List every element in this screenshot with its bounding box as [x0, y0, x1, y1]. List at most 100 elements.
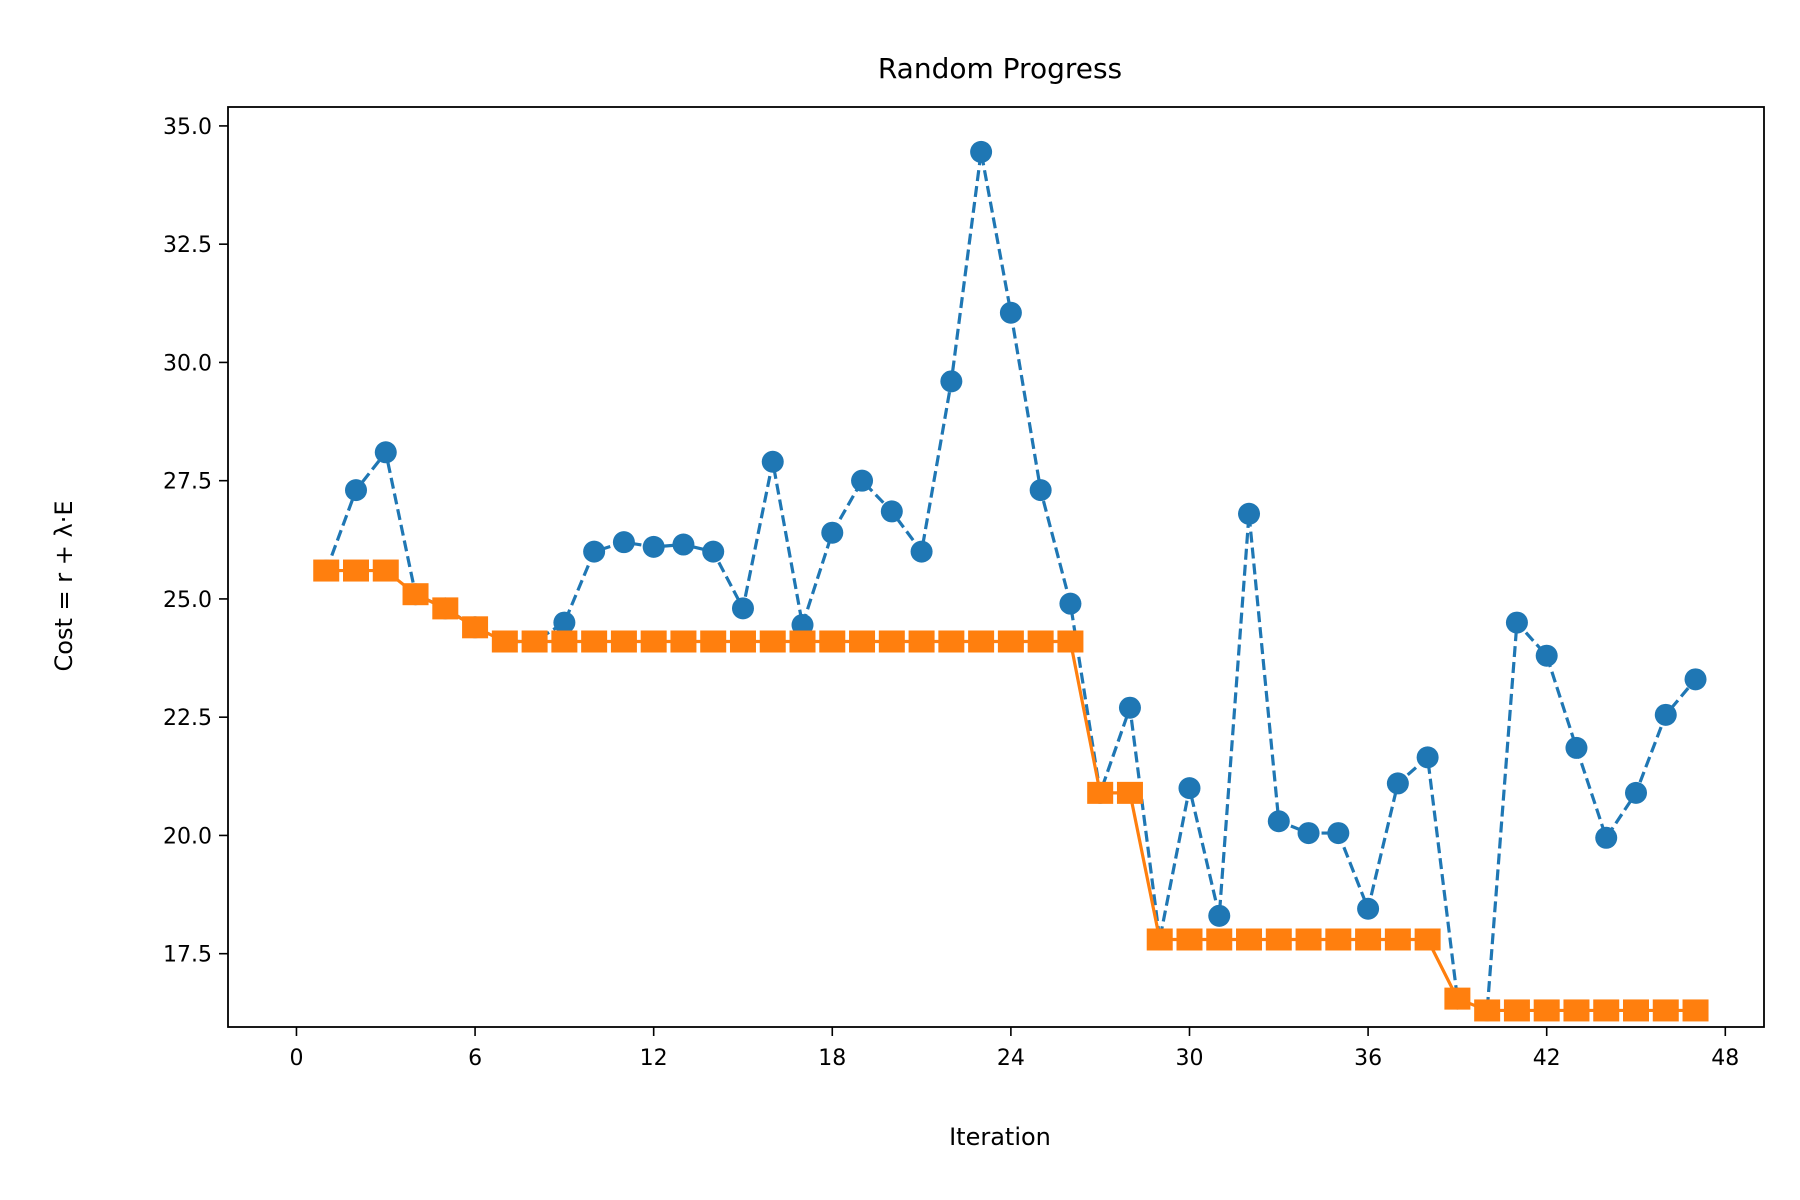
data-point — [581, 630, 608, 653]
data-point — [700, 630, 727, 653]
x-axis: 0 6 12 18 24 30 36 42 48 — [289, 1027, 1739, 1071]
data-point — [908, 630, 935, 653]
data-point — [612, 531, 635, 554]
x-tick-label: 6 — [468, 1046, 482, 1071]
data-point — [940, 370, 963, 393]
data-point — [462, 616, 489, 639]
data-point — [759, 630, 786, 653]
data-point — [1682, 999, 1709, 1022]
plot-area — [313, 140, 1709, 1022]
data-point — [1355, 928, 1382, 951]
data-point — [491, 630, 518, 653]
data-point — [345, 479, 367, 502]
data-point — [313, 559, 340, 582]
data-point — [343, 559, 369, 582]
data-point — [1059, 592, 1082, 615]
data-point — [374, 441, 397, 464]
data-point — [1384, 928, 1411, 951]
data-point — [1357, 897, 1380, 920]
y-tick-label: 25.0 — [163, 588, 212, 613]
data-point — [1565, 736, 1588, 759]
y-tick-label: 22.5 — [163, 706, 212, 731]
data-point — [997, 630, 1024, 653]
y-tick-label: 17.5 — [163, 943, 212, 968]
data-point — [819, 630, 846, 653]
x-tick-label: 42 — [1533, 1046, 1561, 1071]
data-point — [970, 140, 993, 163]
data-point — [1652, 999, 1679, 1022]
data-point — [1325, 928, 1352, 951]
data-point — [1444, 987, 1471, 1010]
data-point — [1236, 928, 1263, 951]
data-point — [1505, 611, 1528, 634]
data-point — [910, 540, 933, 563]
data-point — [1087, 781, 1114, 804]
data-point — [642, 535, 665, 558]
data-point — [1503, 999, 1530, 1022]
data-point — [880, 500, 903, 523]
data-point — [640, 630, 667, 653]
data-point — [791, 613, 814, 636]
x-tick-label: 48 — [1711, 1046, 1739, 1071]
data-point — [1593, 999, 1620, 1022]
data-point — [821, 521, 844, 544]
data-point — [432, 597, 459, 620]
series-2 — [313, 559, 1709, 1022]
x-tick-label: 24 — [997, 1046, 1025, 1071]
data-point — [521, 630, 548, 653]
data-point — [789, 630, 816, 653]
data-point — [1146, 928, 1173, 951]
data-point — [702, 540, 725, 563]
data-point — [1416, 746, 1439, 769]
chart-title: Random Progress — [878, 52, 1122, 85]
data-point — [1414, 928, 1441, 951]
data-point — [553, 611, 576, 634]
data-point — [1267, 810, 1290, 833]
data-point — [1623, 999, 1649, 1022]
data-point — [1563, 999, 1590, 1022]
data-point — [1118, 696, 1141, 719]
data-point — [1386, 772, 1409, 795]
data-point — [610, 630, 637, 653]
y-tick-label: 20.0 — [163, 824, 212, 849]
x-tick-label: 36 — [1354, 1046, 1382, 1071]
data-point — [849, 630, 876, 653]
data-point — [1295, 928, 1322, 951]
y-axis: 17.5 20.0 22.5 25.0 27.5 30.0 32.5 35.0 — [163, 115, 228, 968]
data-point — [1297, 822, 1320, 845]
data-point — [1265, 928, 1292, 951]
data-point — [1327, 822, 1350, 845]
x-tick-label: 0 — [289, 1046, 303, 1071]
data-point — [551, 630, 578, 653]
x-tick-label: 12 — [640, 1046, 668, 1071]
y-tick-label: 27.5 — [163, 470, 212, 495]
data-point — [1206, 928, 1233, 951]
data-point — [851, 469, 874, 492]
y-axis-label: Cost = r + λ·E — [50, 501, 78, 672]
x-tick-label: 18 — [818, 1046, 846, 1071]
data-point — [1116, 781, 1143, 804]
data-point — [878, 630, 905, 653]
x-axis-label: Iteration — [949, 1123, 1051, 1151]
data-point — [672, 533, 695, 556]
data-point — [1208, 904, 1231, 927]
data-point — [1027, 630, 1054, 653]
data-point — [1533, 999, 1560, 1022]
data-point — [999, 301, 1022, 324]
data-point — [670, 630, 697, 653]
data-point — [1474, 999, 1501, 1022]
data-point — [731, 597, 754, 620]
data-point — [1625, 781, 1647, 804]
data-point — [1595, 826, 1618, 849]
data-point — [1238, 502, 1261, 525]
data-point — [583, 540, 606, 563]
data-point — [1029, 479, 1052, 502]
data-point — [1176, 928, 1203, 951]
y-tick-label: 30.0 — [163, 351, 212, 376]
data-point — [1535, 644, 1558, 667]
data-point — [761, 450, 784, 473]
plot-frame — [227, 106, 1765, 1028]
x-tick-label: 30 — [1175, 1046, 1203, 1071]
